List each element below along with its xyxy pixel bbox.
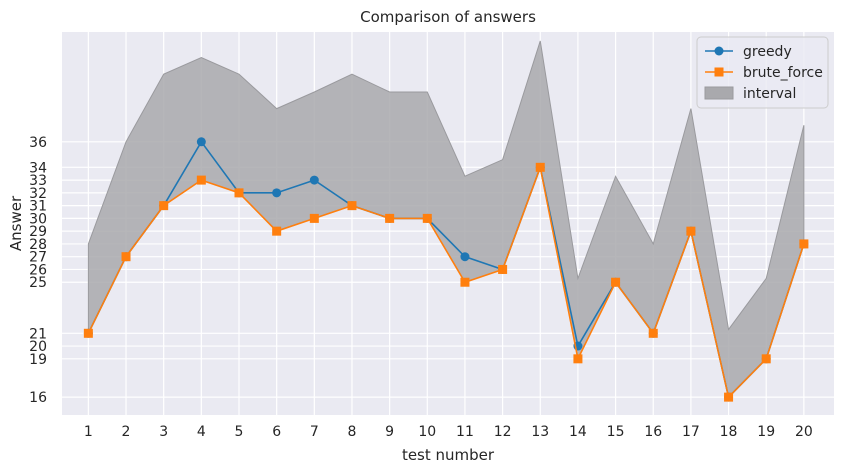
brute_force-point — [347, 201, 357, 211]
brute_force-point — [761, 354, 771, 364]
brute_force-point — [648, 328, 658, 338]
y-tick-label: 19 — [29, 352, 47, 368]
x-tick-label: 5 — [235, 424, 244, 440]
y-tick-label: 29 — [29, 224, 47, 240]
x-tick-label: 2 — [122, 424, 131, 440]
x-tick-label: 7 — [310, 424, 319, 440]
brute_force-point — [385, 213, 395, 223]
x-axis-label: test number — [402, 446, 495, 464]
greedy-point — [196, 137, 206, 147]
legend-marker-greedy — [714, 46, 724, 56]
brute_force-point — [573, 354, 583, 364]
y-tick-label: 30 — [29, 211, 47, 227]
x-tick-label: 11 — [456, 424, 474, 440]
brute_force-point — [159, 201, 169, 211]
x-tick-label: 14 — [569, 424, 587, 440]
x-tick-label: 8 — [348, 424, 357, 440]
chart-title: Comparison of answers — [360, 8, 536, 26]
x-tick-label: 1 — [84, 424, 93, 440]
y-tick-label: 33 — [29, 173, 47, 189]
x-tick-label: 4 — [197, 424, 206, 440]
x-tick-label: 20 — [795, 424, 813, 440]
x-tick-label: 9 — [385, 424, 394, 440]
y-tick-label: 26 — [29, 262, 47, 278]
brute_force-point — [196, 175, 206, 185]
series-line-brute_force — [87, 164, 805, 399]
y-tick-label: 34 — [29, 160, 47, 176]
brute_force-point — [535, 162, 545, 172]
y-tick-label: 21 — [29, 326, 47, 342]
brute_force-point — [309, 213, 319, 223]
brute_force-point — [724, 392, 734, 402]
series-lines — [83, 137, 809, 402]
brute_force-point — [460, 277, 470, 287]
y-tick-label: 28 — [29, 237, 47, 253]
x-tick-label: 17 — [682, 424, 700, 440]
legend-marker-brute_force — [714, 67, 724, 77]
brute_force-point — [121, 252, 131, 262]
x-tick-label: 12 — [494, 424, 512, 440]
y-tick-label: 25 — [29, 275, 47, 291]
x-tick-label: 6 — [272, 424, 281, 440]
legend-label-greedy: greedy — [743, 44, 792, 60]
x-tick-label: 13 — [531, 424, 549, 440]
brute_force-point — [422, 213, 432, 223]
legend-label-interval: interval — [743, 86, 796, 102]
greedy-point — [272, 188, 282, 198]
brute_force-point — [234, 188, 244, 198]
x-tick-label: 15 — [607, 424, 625, 440]
greedy-point — [309, 175, 319, 185]
x-tick-labels: 1 2 3 4 5 6 7 8 9 10 11 12 13 14 15 16 17 18 19 20 — [84, 424, 813, 440]
x-tick-label: 18 — [720, 424, 738, 440]
x-tick-label: 16 — [644, 424, 662, 440]
y-tick-label: 16 — [29, 390, 47, 406]
legend: greedy brute_force interval — [696, 36, 829, 109]
x-tick-label: 3 — [159, 424, 168, 440]
brute_force-point — [498, 264, 508, 274]
y-tick-label: 27 — [29, 250, 47, 266]
y-tick-label: 32 — [29, 186, 47, 202]
y-tick-label: 31 — [29, 199, 47, 215]
brute_force-point — [83, 328, 93, 338]
brute_force-point — [611, 277, 621, 287]
legend-swatch-interval — [704, 86, 734, 100]
y-tick-label: 20 — [29, 339, 47, 355]
y-axis-label: Answer — [7, 195, 25, 251]
legend-label-brute_force: brute_force — [743, 65, 823, 81]
x-tick-label: 19 — [757, 424, 775, 440]
brute_force-point — [272, 226, 282, 236]
brute_force-point — [686, 226, 696, 236]
y-tick-label: 36 — [29, 135, 47, 151]
x-tick-label: 10 — [418, 424, 436, 440]
brute_force-point — [799, 239, 809, 249]
greedy-point — [460, 252, 470, 262]
